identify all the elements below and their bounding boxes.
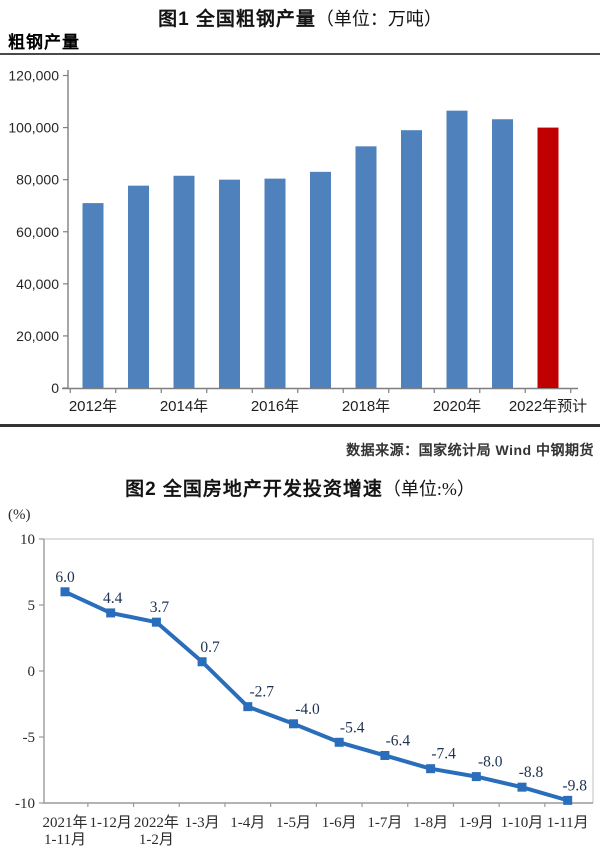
chart2-point-label: -7.4 [431, 746, 456, 763]
chart1-y-tick-label: 80,000 [16, 172, 59, 188]
chart2-plot-border [44, 538, 594, 803]
bar-2013年 [128, 185, 149, 388]
chart2-y-tick-label: 5 [28, 598, 36, 614]
chart2-point-label: 6.0 [55, 569, 75, 586]
chart2-point-label: 0.7 [200, 639, 220, 656]
chart2-y-tick-label: 10 [20, 532, 35, 548]
chart2-unit-axis-label: (%) [8, 507, 31, 523]
chart1-y-tick-label: 120,000 [8, 68, 59, 84]
chart2-x-label: 1-12月 [89, 815, 132, 831]
chart2-point-label: -5.4 [340, 719, 365, 736]
bar-2021年 [492, 119, 513, 388]
chart2-point-label: -9.8 [562, 777, 587, 794]
chart1-x-label: 2016年 [251, 398, 299, 415]
header-rule [0, 53, 600, 55]
chart1-y-tick-label: 100,000 [8, 120, 59, 136]
chart2-x-label: 1-3月 [185, 815, 220, 831]
chart2-x-label: 1-11月 [44, 832, 86, 848]
chart1-title: 图1 全国粗钢产量（单位：万吨） [0, 4, 600, 31]
chart2-point-4 [243, 702, 253, 712]
real-estate-investment-line-chart: 10 5 0 -5 -10 6.0 4.4 3.7 0.7 -2.7 -4.0 -5.4 -6.4 -7.… [15, 532, 594, 848]
bar-2015年 [219, 179, 240, 388]
chart2-point-label: -6.4 [386, 732, 411, 749]
chart2-point-6 [334, 737, 344, 747]
chart2-point-5 [289, 719, 298, 729]
chart2-x-label: 1-5月 [276, 815, 311, 831]
chart2-x-label: 1-10月 [501, 815, 544, 831]
chart2-x-label: 1-7月 [367, 815, 402, 831]
chart1-y-tick-label: 60,000 [16, 224, 59, 240]
bar-2020年 [446, 110, 468, 388]
chart2-title: 图2 全国房地产开发投资增速（单位:%） [0, 474, 600, 501]
chart1-y-tick-label: 40,000 [16, 276, 59, 292]
chart2-y-tick-label: -5 [23, 730, 36, 746]
data-source-note: 数据来源：国家统计局 Wind 中钢期货 [346, 442, 594, 458]
bar-2012年 [82, 203, 104, 388]
chart1-x-label: 2014年 [160, 398, 208, 415]
chart2-point-7 [380, 750, 390, 760]
chart2-point-11 [563, 795, 573, 805]
chart2-point-label: -2.7 [250, 684, 275, 701]
chart1-y-tick-label: 0 [51, 380, 59, 396]
chart1-title-main: 图1 全国粗钢产量 [158, 9, 316, 30]
bar-2014年 [173, 175, 195, 388]
chart2-point-8 [426, 764, 436, 774]
chart2-x-label: 1-11月 [547, 815, 589, 831]
steel-output-bar-chart: 0 20,000 40,000 60,000 80,000 100,000 120,000 2… [8, 68, 587, 416]
chart1-x-label: 2020年 [433, 398, 481, 415]
chart2-title-main: 图2 全国房地产开发投资增速 [125, 479, 383, 500]
chart2-x-label: 1-2月 [139, 832, 174, 848]
chart1-x-label: 2012年 [69, 398, 117, 415]
chart2-point-1 [106, 608, 116, 618]
chart2-point-label: -8.8 [519, 764, 544, 781]
chart2-title-unit: （单位:%） [382, 479, 475, 499]
chart1-title-unit: （单位：万吨） [315, 9, 442, 29]
chart2-point-label: 4.4 [103, 590, 123, 607]
chart2-x-label: 2022年 [134, 814, 179, 831]
chart2-point-10 [517, 782, 527, 792]
chart1-y-tick-label: 20,000 [16, 328, 59, 344]
bar-2017年 [310, 171, 331, 388]
chart2-point-0 [60, 587, 70, 597]
chart2-point-label: -4.0 [295, 701, 320, 718]
chart2-y-tick-label: 0 [28, 664, 36, 680]
chart2-point-9 [471, 772, 481, 782]
bar-2018年 [355, 146, 377, 388]
chart2-point-2 [151, 617, 161, 627]
section-divider [0, 424, 600, 427]
chart2-x-label: 1-6月 [322, 815, 357, 831]
bar-2022年预计 [537, 127, 559, 388]
chart2-y-tick-label: -10 [15, 796, 35, 812]
chart1-x-label: 2022年预计 [509, 398, 587, 415]
chart2-series-line [64, 589, 569, 803]
chart1-axis-caption: 粗钢产量 [8, 33, 80, 52]
chart2-x-label: 2021年 [42, 814, 87, 831]
chart1-x-label: 2018年 [342, 398, 390, 415]
chart2-point-label: 3.7 [150, 599, 170, 616]
chart2-point-label: -8.0 [478, 754, 503, 771]
bar-2016年 [264, 178, 286, 388]
chart2-point-3 [197, 657, 207, 667]
chart2-x-label: 1-4月 [230, 815, 265, 831]
chart2-x-label: 1-8月 [413, 815, 448, 831]
chart2-axes [43, 539, 593, 804]
bar-2019年 [401, 130, 422, 388]
chart2-x-label: 1-9月 [459, 815, 494, 831]
